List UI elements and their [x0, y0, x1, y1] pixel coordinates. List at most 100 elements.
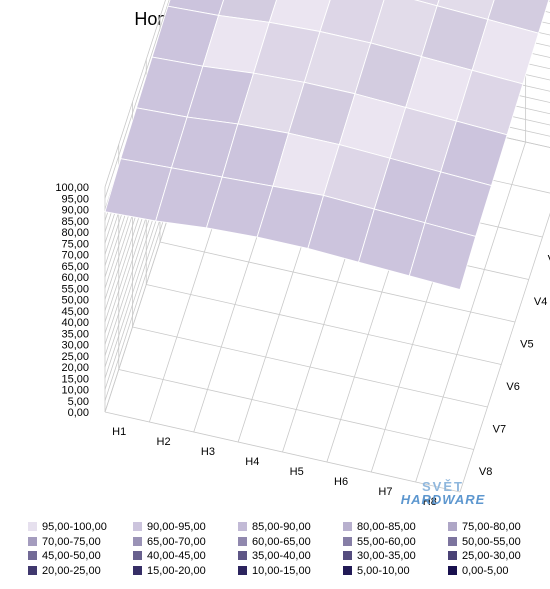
- legend-label: 35,00-40,00: [252, 550, 311, 562]
- floor-gridline: [104, 411, 461, 493]
- legend-item: 95,00-100,00: [28, 521, 107, 535]
- legend-label: 55,00-60,00: [357, 535, 416, 548]
- legend-item: 20,00-25,00: [28, 565, 101, 579]
- logo-bottom-text: HARDWARE: [400, 492, 486, 507]
- surface-chart: 0,005,0010,0015,0020,0025,0030,0035,0040…: [55, 0, 550, 508]
- z-tick-label: 65,00: [61, 261, 89, 273]
- legend-item: 80,00-85,00: [343, 521, 416, 535]
- legend-label: 10,00-15,00: [252, 564, 311, 577]
- legend-item: 65,00-70,00: [133, 536, 206, 550]
- legend-swatch: [343, 565, 352, 575]
- x-tick-label: H4: [245, 456, 259, 468]
- x-tick-label: H6: [334, 476, 348, 488]
- legend-swatch: [133, 522, 142, 531]
- x-tick-label: H3: [201, 446, 215, 458]
- legend-swatch: [238, 522, 247, 531]
- z-tick-label: 55,00: [61, 283, 89, 295]
- legend-item: 60,00-65,00: [238, 536, 311, 550]
- legend-item: 75,00-80,00: [448, 521, 521, 535]
- legend-item: 5,00-10,00: [343, 565, 410, 579]
- legend-swatch: [448, 551, 457, 560]
- z-gridline: [104, 0, 166, 188]
- z-tick-label: 45,00: [61, 306, 89, 318]
- z-tick-label: 40,00: [61, 317, 89, 329]
- svet-hardware-logo: SVĚT HARDWARE: [398, 480, 488, 510]
- z-gridline: [104, 0, 170, 199]
- legend-swatch: [238, 536, 247, 546]
- legend-swatch: [343, 551, 352, 560]
- z-tick-label: 5,00: [68, 396, 89, 408]
- legend-label: 90,00-95,00: [147, 521, 206, 533]
- legend-item: 40,00-45,00: [133, 550, 206, 564]
- legend-label: 20,00-25,00: [42, 564, 101, 577]
- y-tick-label: V6: [506, 381, 519, 393]
- legend-swatch: [238, 551, 247, 560]
- z-tick-label: 10,00: [61, 385, 89, 397]
- legend-item: 90,00-95,00: [133, 521, 206, 535]
- legend-label: 25,00-30,00: [462, 550, 521, 562]
- legend-item: 45,00-50,00: [28, 550, 101, 564]
- legend-swatch: [28, 522, 37, 531]
- legend-item: 30,00-35,00: [343, 550, 416, 564]
- floor-gridline: [118, 369, 474, 450]
- legend-item: 0,00-5,00: [448, 565, 508, 579]
- x-tick-label: H5: [290, 466, 304, 478]
- legend-label: 95,00-100,00: [42, 521, 107, 533]
- legend-label: 50,00-55,00: [462, 535, 521, 548]
- z-tick-label: 70,00: [61, 250, 89, 262]
- z-tick-label: 90,00: [61, 205, 89, 217]
- legend-item: 25,00-30,00: [448, 550, 521, 564]
- legend-swatch: [133, 536, 142, 546]
- legend-swatch: [448, 522, 457, 531]
- x-tick-label: H7: [378, 486, 392, 498]
- legend-label: 30,00-35,00: [357, 550, 416, 562]
- z-tick-label: 25,00: [61, 351, 89, 363]
- legend-label: 0,00-5,00: [462, 564, 509, 577]
- legend-item: 35,00-40,00: [238, 550, 311, 564]
- floor-gridline: [146, 284, 502, 365]
- z-tick-label: 95,00: [61, 193, 89, 205]
- legend-item: 85,00-90,00: [238, 521, 311, 535]
- x-tick-label: H2: [157, 436, 171, 448]
- legend-label: 65,00-70,00: [147, 535, 206, 548]
- legend-label: 60,00-65,00: [252, 535, 311, 548]
- legend-label: 80,00-85,00: [357, 521, 416, 533]
- y-tick-label: V7: [493, 423, 506, 435]
- z-tick-label: 85,00: [61, 216, 89, 228]
- y-tick-label: V8: [479, 466, 492, 478]
- z-tick-label: 30,00: [61, 340, 89, 352]
- z-tick-label: 60,00: [61, 272, 89, 284]
- legend-label: 70,00-75,00: [42, 535, 101, 548]
- legend-item: 10,00-15,00: [238, 565, 311, 579]
- floor-gridline: [132, 326, 488, 408]
- legend-label: 45,00-50,00: [42, 550, 101, 562]
- legend-swatch: [448, 536, 457, 546]
- logo-top-text: SVĚT: [422, 479, 464, 494]
- legend-label: 5,00-10,00: [357, 564, 410, 577]
- y-tick-label: V3: [548, 253, 550, 265]
- legend-swatch: [133, 551, 142, 560]
- z-tick-label: 0,00: [68, 407, 89, 419]
- floor-gridline: [159, 241, 516, 323]
- y-tick-label: V5: [520, 338, 533, 350]
- legend-item: 50,00-55,00: [448, 536, 521, 550]
- legend-swatch: [238, 565, 247, 575]
- surface-patch: [408, 222, 477, 291]
- legend-swatch: [133, 565, 142, 575]
- y-tick-label: V4: [534, 296, 547, 308]
- legend-swatch: [343, 536, 352, 546]
- z-tick-label: 100,00: [55, 182, 89, 194]
- z-tick-label: 50,00: [61, 295, 89, 307]
- legend-label: 15,00-20,00: [147, 564, 206, 577]
- x-tick-label: H1: [112, 426, 126, 438]
- legend-swatch: [343, 522, 352, 531]
- legend-swatch: [28, 565, 37, 575]
- z-tick-label: 80,00: [61, 227, 89, 239]
- legend-label: 40,00-45,00: [147, 550, 206, 562]
- legend-item: 15,00-20,00: [133, 565, 206, 579]
- z-tick-label: 35,00: [61, 328, 89, 340]
- legend-label: 75,00-80,00: [462, 521, 521, 533]
- z-tick-label: 75,00: [61, 238, 89, 250]
- legend-swatch: [28, 551, 37, 560]
